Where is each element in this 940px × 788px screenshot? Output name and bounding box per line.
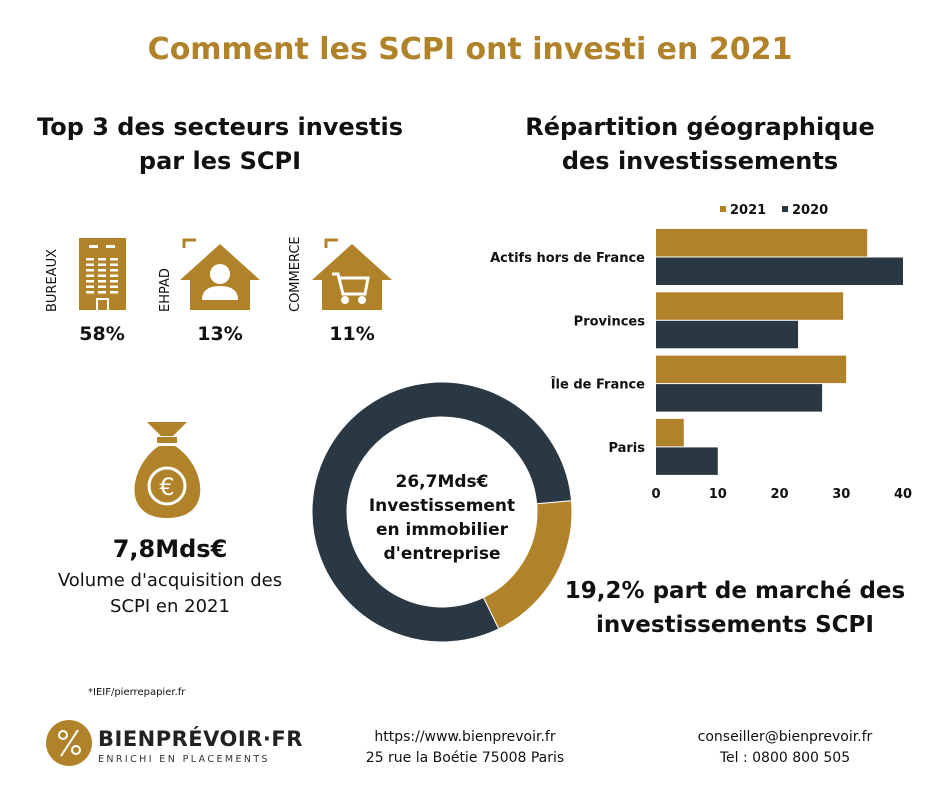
sectors-heading: Top 3 des secteurs investis par les SCPI bbox=[20, 110, 420, 178]
category-label: Île de France bbox=[551, 377, 645, 393]
market-share-line1: 19,2% part de marché des bbox=[564, 578, 906, 604]
logo-text: BIENPRÉVOIR·FR bbox=[98, 727, 303, 751]
legend-label-2021: 2021 bbox=[730, 203, 766, 218]
geo-bar-chart: 2021 2020 Actifs hors de France Provinces Îl… bbox=[490, 203, 912, 502]
bar-2021-1 bbox=[656, 292, 844, 320]
donut-center-line4: d'entreprise bbox=[383, 544, 501, 564]
page-title: Comment les SCPI ont investi en 2021 bbox=[147, 32, 793, 67]
donut-center-line2: Investissement bbox=[368, 496, 516, 516]
volume-value: 7,8Mds€ bbox=[112, 535, 228, 563]
logo-percent-icon bbox=[46, 720, 92, 766]
legend-swatch-2020 bbox=[782, 206, 788, 212]
sector-value-bureaux: 58% bbox=[79, 323, 125, 345]
email-link[interactable]: conseiller@bienprevoir.fr bbox=[697, 729, 873, 745]
sectors-heading-line2: par les SCPI bbox=[138, 147, 302, 175]
donut-chart bbox=[311, 381, 573, 643]
house-cart-icon bbox=[312, 238, 392, 310]
contact-info: conseiller@bienprevoir.fr Tel : 0800 800… bbox=[660, 727, 910, 769]
bar-2021-2 bbox=[656, 355, 847, 384]
bar-2020-0 bbox=[656, 257, 903, 285]
address: 25 rue la Boétie 75008 Paris bbox=[365, 750, 565, 766]
sectors-heading-line1: Top 3 des secteurs investis bbox=[37, 113, 403, 141]
legend-swatch-2021 bbox=[720, 206, 726, 212]
donut-center-text: 26,7Mds€ Investissement en immobilier d'… bbox=[342, 470, 542, 566]
geo-heading: Répartition géographique des investissem… bbox=[500, 110, 900, 178]
donut-center-line3: en immobilier bbox=[375, 520, 509, 540]
donut-center-line1: 26,7Mds€ bbox=[395, 472, 489, 492]
bar-2020-3 bbox=[656, 447, 718, 475]
donut-slice-autres bbox=[311, 381, 573, 643]
contact-web: https://www.bienprevoir.fr 25 rue la Boé… bbox=[330, 727, 600, 769]
x-tick-label: 30 bbox=[832, 487, 850, 502]
volume-label-line1: Volume d'acquisition des bbox=[57, 570, 283, 591]
category-label: Actifs hors de France bbox=[490, 251, 645, 266]
legend-label-2020: 2020 bbox=[792, 203, 828, 218]
x-tick-label: 10 bbox=[709, 487, 727, 502]
sector-value-ehpad: 13% bbox=[197, 323, 243, 345]
bar-2020-1 bbox=[656, 320, 799, 349]
geo-heading-line2: des investissements bbox=[561, 147, 839, 175]
svg-text:€: € bbox=[159, 473, 174, 501]
x-tick-label: 0 bbox=[651, 487, 660, 502]
website-link[interactable]: https://www.bienprevoir.fr bbox=[374, 729, 556, 745]
x-tick-label: 20 bbox=[770, 487, 788, 502]
volume-label-line2: SCPI en 2021 bbox=[110, 596, 230, 617]
money-bag-euro-icon: € bbox=[134, 422, 201, 518]
sector-label-ehpad: EHPAD bbox=[158, 268, 173, 312]
source-note: *IEIF/pierrepapier.fr bbox=[88, 687, 186, 698]
logo-tagline: ENRICHI EN PLACEMENTS bbox=[98, 754, 270, 765]
office-building-icon bbox=[79, 238, 126, 310]
geo-heading-line1: Répartition géographique bbox=[525, 113, 875, 141]
phone: Tel : 0800 800 505 bbox=[719, 750, 851, 766]
market-share-line2: investissements SCPI bbox=[596, 612, 874, 638]
house-person-icon bbox=[180, 238, 260, 310]
bar-2021-3 bbox=[656, 418, 684, 447]
bar-2021-0 bbox=[656, 229, 868, 257]
market-share-text: 19,2% part de marché des investissements… bbox=[540, 574, 930, 642]
bar-2020-2 bbox=[656, 384, 823, 412]
x-tick-label: 40 bbox=[894, 487, 912, 502]
sector-value-commerce: 11% bbox=[329, 323, 375, 345]
category-label: Provinces bbox=[574, 314, 646, 329]
sector-label-bureaux: BUREAUX bbox=[45, 249, 60, 312]
volume-label: Volume d'acquisition des SCPI en 2021 bbox=[20, 568, 320, 620]
sector-label-commerce: COMMERCE bbox=[288, 236, 303, 312]
category-label: Paris bbox=[608, 441, 645, 456]
